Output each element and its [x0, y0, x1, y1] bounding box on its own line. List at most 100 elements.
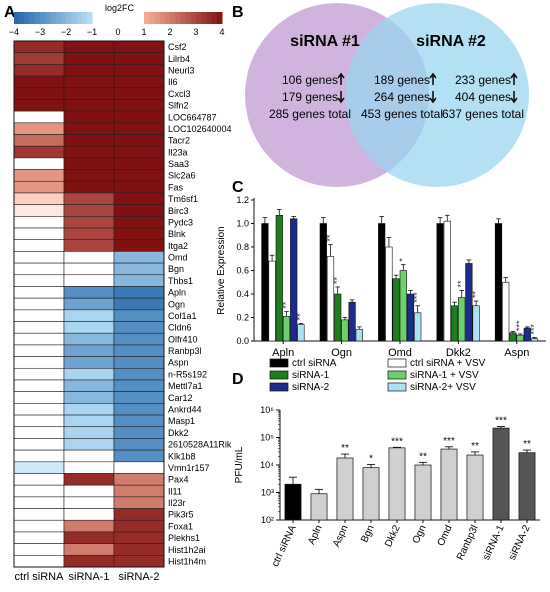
heatmap-cell: [63, 309, 115, 322]
heatmap-cell: [63, 379, 115, 392]
bar: [284, 483, 302, 521]
scale-tick: −4: [9, 27, 19, 37]
set-label-right: siRNA #2: [416, 33, 486, 50]
bar: [326, 256, 335, 342]
heatmap-cell: [13, 169, 65, 182]
scale-step: [190, 12, 197, 24]
heatmap-cell: [63, 122, 115, 135]
scale-tick: 2: [167, 27, 172, 37]
heatmap-cell: [113, 192, 165, 205]
heatmap-cell: [13, 555, 65, 568]
heatmap-cell: [13, 64, 65, 77]
heatmap-cell: [13, 438, 65, 451]
heatmap-cell: [63, 87, 115, 100]
heatmap-cell: [13, 99, 65, 112]
gene-label: Blnk: [168, 229, 186, 239]
heatmap-cell: [63, 75, 115, 89]
heatmap-cell: [63, 64, 115, 77]
heatmap-cell: [63, 519, 115, 533]
expression-legend: ctrl siRNA ctrl siRNA + VSV siRNA-1 siRNA-1…: [269, 358, 486, 393]
heatmap-column-labels: ctrl siRNA siRNA-1 siRNA-2: [15, 571, 160, 583]
y-tick-label: 0.2: [236, 313, 249, 323]
bar: [290, 218, 298, 342]
heatmap-cell: [113, 543, 165, 556]
heatmap-cell: [63, 531, 115, 544]
scale-step: [24, 12, 31, 24]
gene-label: Tacr2: [168, 136, 190, 146]
venn-diagram: siRNA #1 siRNA #2 106 genes 179 genes 285 ge…: [245, 3, 529, 187]
heatmap-cell: [113, 391, 165, 404]
y-tick-label: 10³: [261, 488, 274, 498]
gene-label: Mettl7a1: [168, 381, 203, 391]
heatmap-cell: [13, 239, 65, 252]
heatmap-cell: [63, 204, 115, 217]
significance-label: ***: [514, 320, 524, 331]
heatmap-cell: [113, 40, 165, 53]
heatmap-cell: [113, 239, 165, 252]
significance-label: ***: [443, 436, 455, 447]
gene-label: Pax4: [168, 475, 189, 485]
heatmap-cell: [113, 555, 165, 568]
scale-tick: 0: [115, 27, 120, 37]
heatmap-cell: [13, 216, 65, 229]
bar: [341, 319, 349, 342]
scale-step: [50, 12, 57, 24]
gene-label: Aspn: [168, 358, 189, 368]
x-tick-label: Dkk2: [383, 523, 403, 549]
heatmap-cell: [13, 484, 65, 498]
left-counts-line: 106 genes: [282, 73, 338, 87]
gene-label: Ranbp3l: [168, 346, 202, 356]
heatmap-cell: [13, 180, 65, 194]
scale-step: [86, 12, 93, 24]
x-tick-label: Bgn: [359, 524, 376, 545]
up-arrow-icon: [510, 72, 518, 85]
scale-step: [149, 12, 155, 24]
heatmap-cell: [113, 227, 165, 241]
heatmap-cell: [113, 473, 165, 486]
heatmap-cell: [113, 461, 165, 474]
gene-label: Col1a1: [168, 311, 197, 321]
scale-step: [154, 12, 161, 24]
heatmap-cell: [113, 519, 165, 533]
significance-label: ***: [391, 436, 403, 447]
scale-step: [180, 12, 187, 24]
heatmap-cell: [63, 192, 115, 205]
heatmap-cell: [13, 461, 65, 474]
legend-swatch: [387, 370, 407, 380]
gene-label: Csf2: [168, 42, 187, 52]
heatmap-cell: [13, 157, 65, 170]
heatmap-cell: [63, 216, 115, 229]
x-tick-label: Omd: [388, 347, 412, 359]
heatmap-cell: [13, 297, 65, 311]
heatmap-cell: [113, 262, 165, 276]
scale-step: [45, 12, 51, 24]
bar: [502, 281, 510, 342]
scale-step: [144, 12, 150, 24]
y-tick-label: 0.8: [236, 242, 249, 252]
y-axis-title: PFU/mL: [234, 446, 245, 483]
gene-label: Pydc3: [168, 217, 193, 227]
bar: [388, 447, 406, 521]
heatmap-cell: [113, 379, 165, 392]
significance-label: **: [523, 439, 531, 450]
scale-step: [175, 12, 181, 24]
gene-label: Klk1b8: [168, 451, 196, 461]
heatmap-cell: [113, 99, 165, 112]
heatmap-cell: [113, 403, 165, 416]
heatmap-cell: [63, 414, 115, 428]
heatmap-cell: [13, 227, 65, 241]
panel-d-label: D: [232, 371, 244, 388]
heatmap-cell: [13, 367, 65, 381]
significance-label: **: [281, 301, 291, 309]
heatmap-cell: [13, 496, 65, 509]
heatmap-cell: [13, 344, 65, 357]
scale-step: [216, 12, 223, 24]
significance-label: **: [456, 280, 466, 288]
bar: [348, 301, 356, 342]
significance-label: **: [419, 451, 427, 462]
panel-c-label: C: [232, 179, 244, 196]
scale-step: [81, 12, 88, 24]
heatmap-cell: [63, 449, 115, 463]
scale-step: [185, 12, 192, 24]
bar: [275, 214, 283, 342]
